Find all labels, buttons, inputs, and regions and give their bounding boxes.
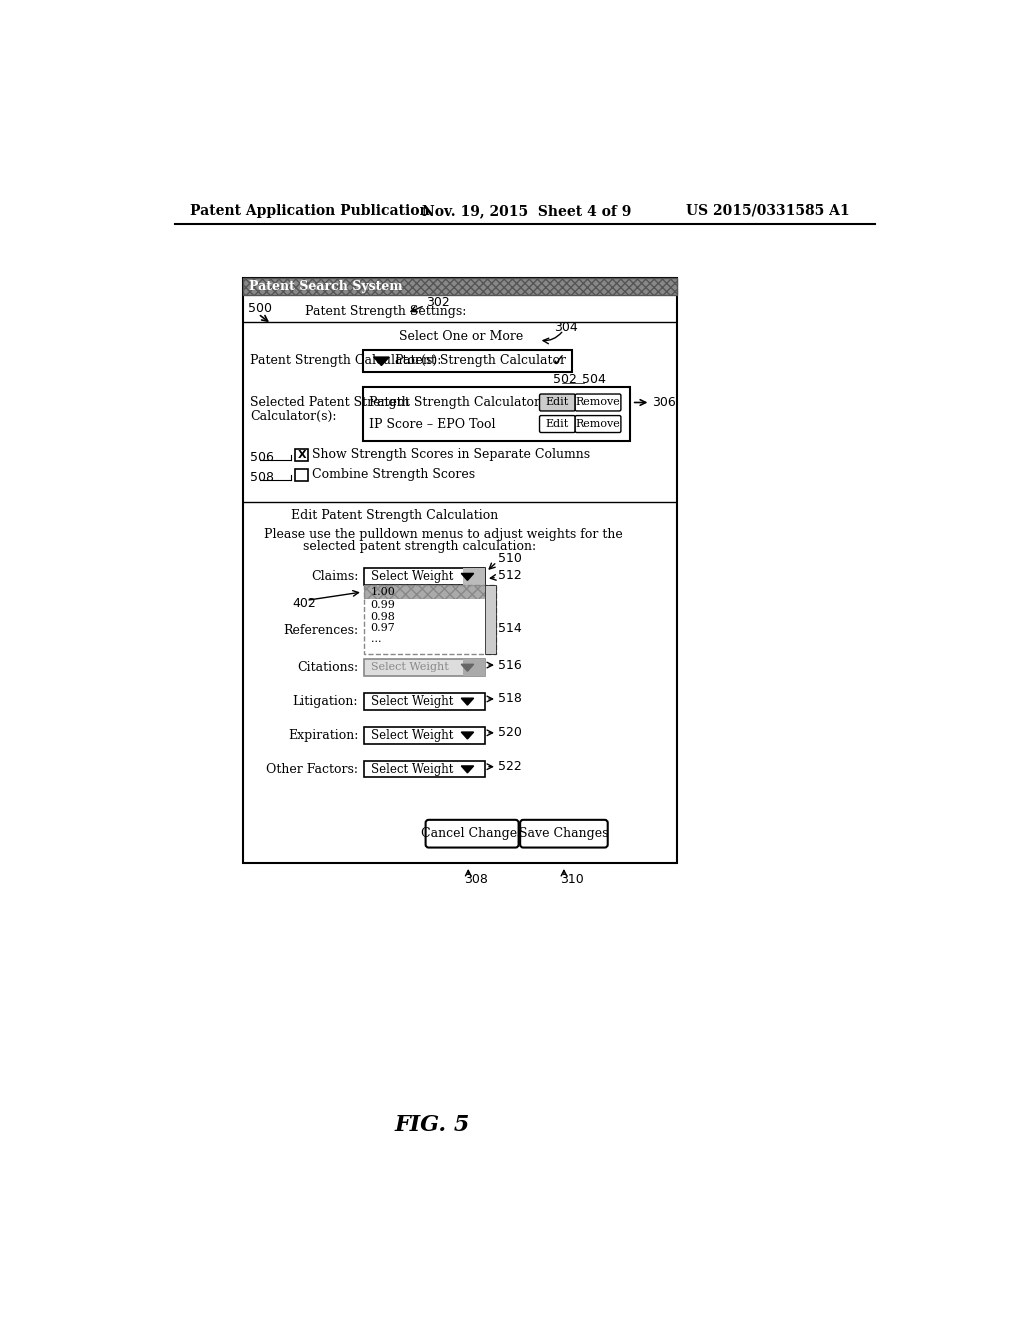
Text: 500: 500 (248, 302, 272, 315)
FancyBboxPatch shape (426, 820, 518, 847)
Text: 504: 504 (583, 372, 606, 385)
Text: Select Weight: Select Weight (371, 763, 453, 776)
Text: Selected Patent Strength: Selected Patent Strength (251, 396, 410, 409)
Polygon shape (461, 733, 474, 739)
Text: 0.97: 0.97 (371, 623, 395, 634)
Text: Select Weight: Select Weight (371, 663, 449, 672)
Text: 520: 520 (499, 726, 522, 739)
Text: 508: 508 (250, 471, 273, 484)
Text: Claims:: Claims: (311, 570, 358, 583)
Text: Patent Strength Calculator: Patent Strength Calculator (395, 354, 566, 367)
FancyBboxPatch shape (540, 416, 575, 433)
Text: Show Strength Scores in Separate Columns: Show Strength Scores in Separate Columns (312, 449, 591, 462)
Text: Calculator(s):: Calculator(s): (251, 409, 337, 422)
Text: Patent Application Publication: Patent Application Publication (190, 203, 430, 218)
Bar (365, 585, 484, 599)
Text: 310: 310 (560, 874, 584, 887)
Bar (365, 568, 484, 585)
Polygon shape (461, 664, 474, 671)
Bar (463, 568, 484, 585)
FancyBboxPatch shape (540, 395, 575, 411)
Bar (295, 449, 308, 461)
Text: 0.98: 0.98 (371, 612, 395, 622)
Text: 516: 516 (499, 659, 522, 672)
Polygon shape (374, 358, 389, 366)
Text: Edit Patent Strength Calculation: Edit Patent Strength Calculation (291, 510, 498, 523)
Polygon shape (461, 766, 474, 774)
Bar (484, 585, 496, 655)
Text: Patent Strength Calculator: Patent Strength Calculator (369, 396, 540, 409)
FancyBboxPatch shape (575, 395, 621, 411)
Text: 304: 304 (554, 321, 578, 334)
Text: 506: 506 (250, 451, 273, 465)
Text: References:: References: (283, 624, 358, 638)
Text: 502: 502 (553, 372, 577, 385)
Text: Select Weight: Select Weight (371, 570, 453, 583)
Text: Other Factors:: Other Factors: (266, 763, 358, 776)
Text: 308: 308 (464, 874, 488, 887)
Bar (365, 726, 484, 743)
Text: Select Weight: Select Weight (371, 694, 453, 708)
FancyBboxPatch shape (520, 820, 607, 847)
Text: Select Weight: Select Weight (371, 729, 453, 742)
Text: Patent Search System: Patent Search System (249, 280, 402, 293)
Bar (463, 659, 484, 676)
Bar (365, 760, 484, 777)
Text: Remove: Remove (575, 418, 620, 429)
Text: Expiration:: Expiration: (288, 729, 358, 742)
Text: US 2015/0331585 A1: US 2015/0331585 A1 (686, 203, 850, 218)
Text: 306: 306 (652, 396, 676, 409)
Bar (365, 693, 484, 710)
Text: 514: 514 (499, 622, 522, 635)
Text: ✓: ✓ (551, 352, 565, 370)
Bar (295, 469, 308, 480)
Bar (243, 277, 677, 863)
Text: 518: 518 (499, 693, 522, 705)
FancyBboxPatch shape (575, 416, 621, 433)
Text: ...: ... (371, 634, 381, 644)
Text: IP Score – EPO Tool: IP Score – EPO Tool (369, 417, 496, 430)
Text: 510: 510 (499, 552, 522, 565)
Text: Patent Strength Calculator(s):: Patent Strength Calculator(s): (251, 354, 441, 367)
Text: Citations:: Citations: (297, 661, 358, 675)
Text: 402: 402 (292, 597, 316, 610)
Text: Remove: Remove (575, 397, 620, 408)
Polygon shape (461, 573, 474, 581)
Text: 522: 522 (499, 760, 522, 774)
Bar (362, 350, 572, 372)
Text: Save Changes: Save Changes (519, 828, 608, 841)
Text: 302: 302 (426, 296, 451, 309)
Text: selected patent strength calculation:: selected patent strength calculation: (303, 540, 537, 553)
Text: Select One or More: Select One or More (399, 330, 523, 343)
Polygon shape (461, 698, 474, 705)
Text: Combine Strength Scores: Combine Strength Scores (312, 469, 475, 482)
Bar (365, 659, 484, 676)
Text: Nov. 19, 2015  Sheet 4 of 9: Nov. 19, 2015 Sheet 4 of 9 (423, 203, 632, 218)
Text: Edit: Edit (546, 397, 569, 408)
Text: 1.00: 1.00 (371, 587, 395, 597)
Text: Edit: Edit (546, 418, 569, 429)
Bar (362, 387, 630, 441)
Bar (243, 277, 677, 294)
Text: Litigation:: Litigation: (293, 694, 358, 708)
Text: Cancel Changes: Cancel Changes (421, 828, 523, 841)
Text: Patent Strength Settings:: Patent Strength Settings: (305, 305, 466, 318)
Bar (365, 585, 496, 655)
Text: X: X (297, 450, 306, 459)
Text: Please use the pulldown menus to adjust weights for the: Please use the pulldown menus to adjust … (264, 528, 624, 541)
Text: FIG. 5: FIG. 5 (394, 1114, 469, 1135)
Text: 512: 512 (499, 569, 522, 582)
Text: 0.99: 0.99 (371, 601, 395, 610)
